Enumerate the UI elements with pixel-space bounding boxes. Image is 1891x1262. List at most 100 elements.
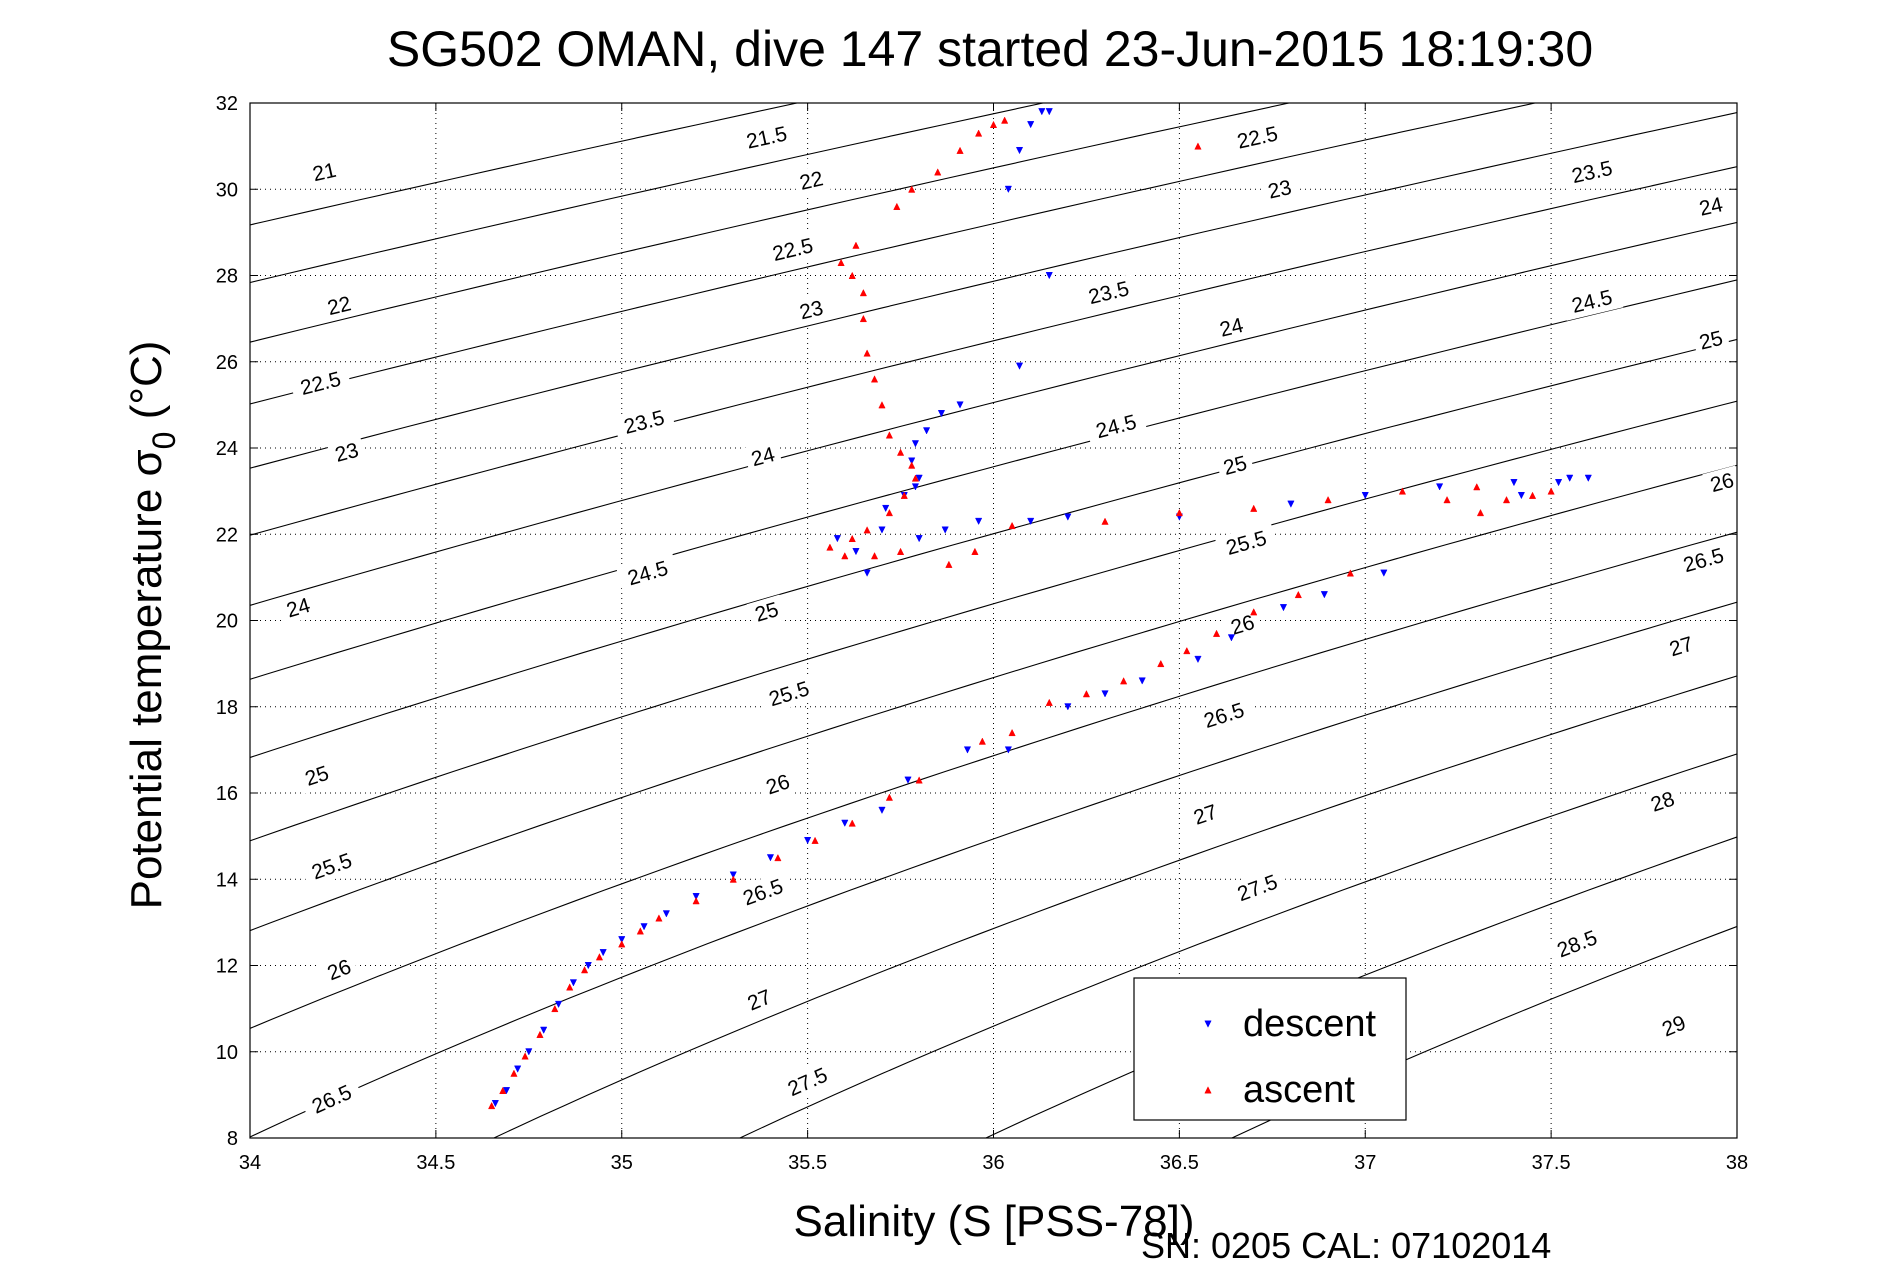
descent-point <box>911 483 920 491</box>
descent-point <box>584 962 592 970</box>
isopycnal-label: 22.5 <box>298 368 343 400</box>
legend-ascent-triangle <box>1204 1086 1212 1094</box>
ascent-point <box>499 1086 507 1095</box>
ascent-point <box>915 776 923 784</box>
descent-point <box>963 746 972 754</box>
descent-point <box>1566 474 1574 482</box>
ascent-point <box>1001 116 1009 124</box>
legend-ascent-label: ascent <box>1243 1069 1355 1111</box>
ascent-point <box>826 543 834 551</box>
isopycnal-label-gap <box>326 435 367 470</box>
ascent-point <box>893 202 901 210</box>
isopycnal-label-gap <box>318 951 360 989</box>
isopycnal-label-group: 21.5 <box>735 118 798 157</box>
isopycnal-label-group: 23.5 <box>1077 273 1140 313</box>
isopycnal-label-group: 22.5 <box>761 230 825 269</box>
legend-descent-triangle <box>1204 1020 1212 1028</box>
descent-point <box>1227 634 1236 642</box>
isopycnal-label-gap <box>1642 783 1683 820</box>
ascent-point <box>896 448 905 456</box>
ascent-point <box>863 349 871 357</box>
descent-point <box>878 526 886 534</box>
isopycnal-label-gap <box>1691 323 1731 357</box>
ascent-point <box>521 1052 529 1060</box>
isopycnal-label-gap <box>1661 629 1702 664</box>
isopycnal-line <box>250 601 1737 1138</box>
descent-point <box>540 1026 548 1034</box>
isopycnal-line <box>250 112 1737 469</box>
isopycnal-label: 26.5 <box>1201 699 1247 733</box>
isopycnal-label: 23.5 <box>622 406 667 439</box>
isopycnal-label-gap <box>735 118 798 157</box>
descent-point <box>904 776 912 784</box>
descent-point <box>514 1065 522 1073</box>
y-axis-title-unit: (°C) <box>122 341 171 432</box>
isopycnal-label-group: 26 <box>1222 607 1263 643</box>
isopycnal-label-gap <box>746 594 787 630</box>
ascent-point <box>1473 483 1481 491</box>
x-axis-title: Salinity (S [PSS-78]) <box>793 1197 1194 1246</box>
isopycnal-label-gap <box>1691 190 1731 223</box>
ascent-point <box>1294 590 1302 599</box>
isopycnal-label: 21 <box>311 159 339 187</box>
isopycnal-line <box>738 753 1737 1138</box>
ascent-point <box>885 793 894 801</box>
y-axis-title-main: Potential temperature σ <box>122 449 171 909</box>
descent-point <box>1510 479 1518 487</box>
isopycnal-label-gap <box>319 289 359 323</box>
isopycnal-label-group: 23.5 <box>1560 152 1624 192</box>
descent-point <box>956 401 964 409</box>
isopycnal-line <box>250 464 1737 932</box>
descent-point <box>554 1000 563 1009</box>
isopycnal-line <box>250 103 1538 405</box>
ascent-point <box>878 401 886 409</box>
ascent-point <box>551 1004 559 1013</box>
x-tick-label: 37.5 <box>1532 1152 1571 1174</box>
descent-point <box>618 936 626 944</box>
descent-point <box>1435 483 1444 491</box>
isopycnal-label-gap <box>1545 921 1609 967</box>
y-axis-ticks: 8 10 12 14 16 18 20 22 24 26 28 30 32 <box>216 93 1737 1150</box>
ascent-point <box>618 940 626 948</box>
isopycnal-label: 22 <box>325 292 353 320</box>
isopycnal-line <box>250 103 1046 284</box>
descent-point <box>841 819 849 827</box>
ascent-point <box>859 288 867 297</box>
ascent-point <box>1101 517 1109 525</box>
ascent-point <box>945 560 953 568</box>
ascent-point <box>885 508 894 517</box>
isopycnal-label-gap <box>1084 406 1148 447</box>
ascent-point <box>655 914 663 922</box>
isopycnal-label-group: 26 <box>318 951 360 989</box>
isopycnal-label-gap <box>743 439 783 474</box>
ascent-point <box>536 1030 544 1038</box>
ascent-point <box>1250 608 1258 616</box>
ascent-point <box>956 146 964 154</box>
isopycnal-label-group: 22.5 <box>1226 118 1289 157</box>
isopycnal-line <box>492 675 1737 1138</box>
isopycnal-label-gap <box>1211 310 1251 344</box>
descent-point <box>1004 185 1012 194</box>
descent-point <box>1045 272 1053 280</box>
descent-point <box>911 440 920 448</box>
descent-point <box>1064 513 1072 521</box>
isopycnal-label-gap <box>289 363 352 404</box>
descent-point <box>729 871 737 879</box>
isopycnal-label-gap <box>1702 465 1742 500</box>
ascent-point <box>1008 728 1016 737</box>
descent-point <box>662 910 670 918</box>
ascent-point <box>595 953 604 961</box>
isopycnal-label-gap <box>1226 118 1289 157</box>
ascent-point <box>896 547 905 555</box>
ascent-point <box>863 526 871 534</box>
isopycnal-line <box>250 103 1292 343</box>
descent-point <box>491 1100 499 1108</box>
isopycnal-label-group: 25 <box>296 758 338 794</box>
y-axis-title: Potential temperature σ0 (°C) <box>122 341 182 910</box>
isopycnal-label-gap <box>791 293 831 327</box>
ascent-point <box>1324 495 1332 504</box>
isopycnal-label-gap <box>1222 607 1263 643</box>
y-tick-label: 18 <box>216 697 238 719</box>
isopycnal-label-gap <box>1214 522 1278 564</box>
